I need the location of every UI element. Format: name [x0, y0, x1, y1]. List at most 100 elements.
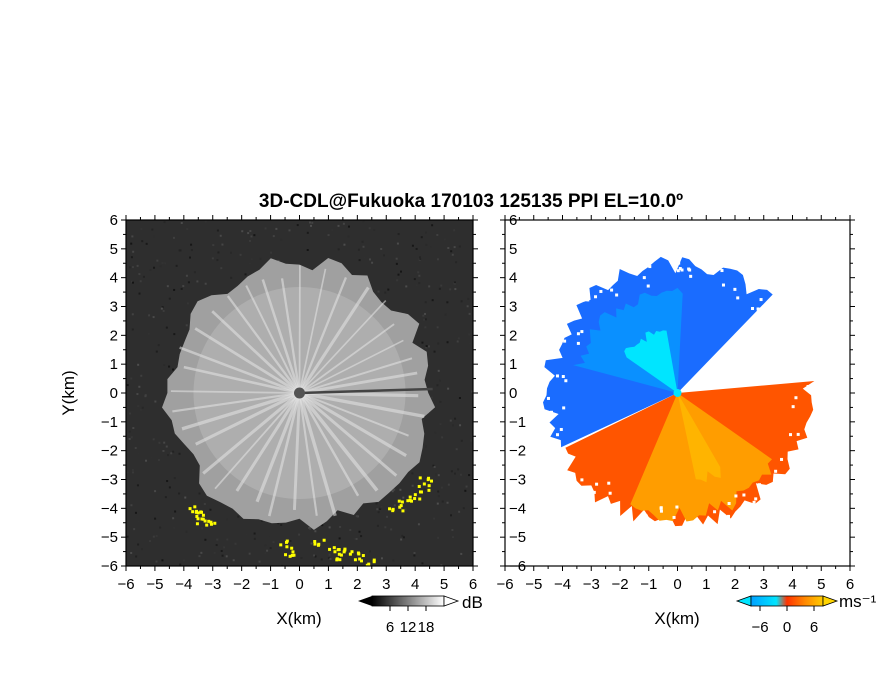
y-tick-label: −1: [509, 414, 526, 431]
edge-gap: [676, 269, 680, 273]
noise-pixel: [179, 563, 182, 566]
noise-pixel: [422, 314, 425, 317]
radial-beam: [298, 323, 395, 394]
noise-pixel: [136, 264, 139, 267]
noise-pixel: [467, 297, 470, 300]
noise-pixel: [437, 369, 440, 372]
strong-echo: [322, 538, 326, 542]
noise-pixel: [300, 556, 303, 559]
noise-pixel: [267, 536, 270, 539]
y-tick-label: −5: [101, 529, 118, 546]
noise-pixel: [185, 530, 188, 533]
noise-pixel: [173, 333, 176, 336]
x-tick-label: 5: [440, 576, 448, 593]
noise-pixel: [149, 268, 152, 271]
noise-pixel: [296, 224, 299, 227]
y-tick-label: −6: [509, 558, 526, 575]
x-tick-label: −5: [146, 576, 163, 593]
noise-pixel: [180, 222, 183, 225]
noise-pixel: [141, 240, 144, 243]
edge-gap: [555, 443, 559, 447]
edge-gap: [711, 265, 715, 269]
x-tick-label: −1: [262, 576, 279, 593]
noise-pixel: [436, 326, 439, 329]
y-tick-label: 5: [509, 241, 517, 258]
noise-pixel: [264, 544, 267, 547]
strong-echo: [203, 519, 207, 523]
noise-pixel: [239, 227, 242, 230]
strong-echo: [391, 509, 395, 513]
radial-beam: [298, 392, 318, 516]
colorbar-left-arrow: [735, 595, 752, 607]
noise-pixel: [154, 490, 157, 493]
noise-pixel: [443, 238, 446, 241]
noise-pixel: [196, 280, 199, 283]
noise-pixel: [437, 536, 440, 539]
edge-gap: [756, 307, 760, 311]
edge-gap: [672, 515, 676, 519]
noise-pixel: [455, 448, 458, 451]
strong-echo: [313, 540, 317, 544]
strong-echo: [290, 546, 294, 550]
noise-pixel: [216, 259, 219, 262]
edge-gap: [576, 332, 580, 336]
edge-gap: [555, 433, 559, 437]
strong-echo: [397, 499, 401, 503]
noise-pixel: [421, 562, 424, 565]
y-tick-label: 3: [110, 299, 118, 316]
noise-pixel: [261, 519, 264, 522]
noise-pixel: [198, 492, 201, 495]
edge-gap: [789, 329, 793, 333]
colorbar-tick-label: −6: [751, 619, 768, 636]
noise-pixel: [130, 256, 133, 259]
noise-pixel: [433, 465, 436, 468]
noise-pixel: [437, 490, 440, 493]
strong-echo: [313, 542, 317, 546]
edge-gap: [758, 314, 762, 318]
strong-echo: [372, 558, 376, 562]
noise-pixel: [148, 314, 151, 317]
x-tick-label: 3: [760, 576, 768, 593]
noise-pixel: [132, 471, 135, 474]
noise-pixel: [413, 278, 416, 281]
edge-gap: [769, 311, 773, 315]
noise-pixel: [174, 510, 177, 513]
edge-gap: [659, 506, 663, 510]
radial-beam: [226, 295, 301, 394]
edge-gap: [562, 406, 566, 410]
edge-gap: [736, 296, 740, 300]
noise-pixel: [411, 484, 414, 487]
noise-pixel: [458, 245, 461, 248]
noise-pixel: [436, 258, 439, 261]
noise-pixel: [226, 538, 229, 541]
noise-pixel: [384, 526, 387, 529]
noise-pixel: [438, 379, 441, 382]
noise-pixel: [132, 250, 135, 253]
edge-gap: [648, 265, 652, 269]
noise-pixel: [168, 297, 171, 300]
reflectivity-ylabel: Y(km): [59, 370, 78, 415]
edge-gap: [793, 334, 797, 338]
edge-gap: [787, 321, 791, 325]
noise-pixel: [158, 441, 161, 444]
noise-pixel: [250, 235, 253, 238]
noise-pixel: [178, 492, 181, 495]
noise-pixel: [248, 552, 251, 555]
noise-pixel: [375, 502, 378, 505]
strong-echo: [195, 514, 199, 518]
edge-gap: [646, 284, 650, 288]
noise-pixel: [138, 292, 141, 295]
x-tick-label: 0: [295, 576, 303, 593]
noise-pixel: [428, 285, 431, 288]
noise-pixel: [446, 341, 449, 344]
noise-pixel: [441, 436, 444, 439]
noise-pixel: [269, 547, 272, 550]
noise-pixel: [248, 233, 251, 236]
noise-pixel: [310, 542, 313, 545]
edge-gap: [800, 358, 804, 362]
edge-gap: [742, 493, 746, 497]
edge-gap: [580, 478, 584, 482]
edge-gap: [780, 457, 784, 461]
noise-pixel: [161, 306, 164, 309]
